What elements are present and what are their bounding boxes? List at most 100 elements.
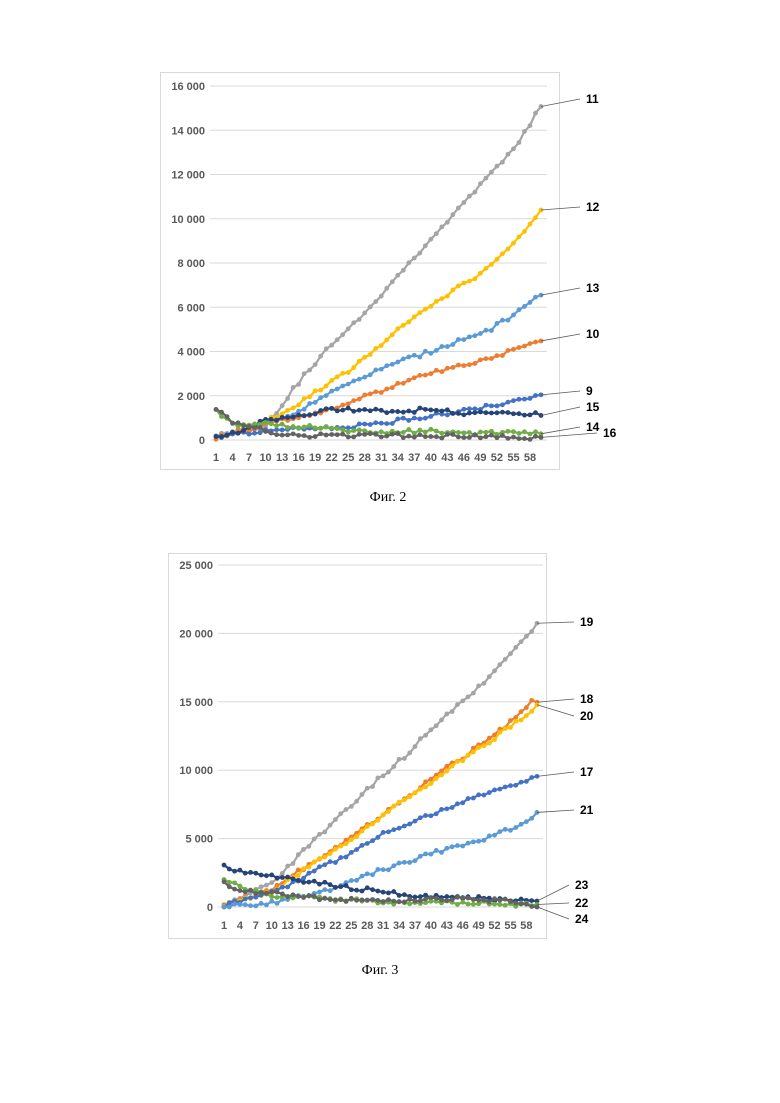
data-point <box>412 375 417 380</box>
data-point <box>222 879 227 884</box>
data-point <box>307 394 312 399</box>
data-point <box>503 785 508 790</box>
data-point <box>346 435 351 440</box>
data-point <box>302 407 307 412</box>
data-point <box>522 129 527 134</box>
x-tick-label: 13 <box>276 452 288 464</box>
data-point <box>335 408 340 413</box>
data-point <box>450 411 455 416</box>
data-point <box>362 311 367 316</box>
data-point <box>379 408 384 413</box>
data-point <box>423 430 428 435</box>
data-point <box>434 776 439 781</box>
data-point <box>328 882 333 887</box>
data-point <box>528 432 533 437</box>
data-point <box>253 871 258 876</box>
data-point <box>529 629 534 634</box>
data-point <box>329 406 334 411</box>
data-point <box>417 428 422 433</box>
x-tick-label: 19 <box>309 452 321 464</box>
data-point <box>349 804 354 809</box>
data-point <box>423 407 428 412</box>
data-point <box>445 220 450 225</box>
data-point <box>434 368 439 373</box>
data-point <box>354 834 359 839</box>
data-point <box>370 872 375 877</box>
data-point <box>434 299 439 304</box>
data-point <box>313 362 318 367</box>
data-point <box>476 745 481 750</box>
data-point <box>487 899 492 904</box>
data-point <box>476 898 481 903</box>
data-point <box>450 897 455 902</box>
data-point <box>439 369 444 374</box>
data-point <box>258 430 263 435</box>
data-point <box>225 414 230 419</box>
data-point <box>349 850 354 855</box>
data-point <box>397 893 402 898</box>
data-point <box>487 833 492 838</box>
data-point <box>340 403 345 408</box>
data-point <box>349 896 354 901</box>
data-point <box>384 434 389 439</box>
x-tick-label: 16 <box>297 920 309 932</box>
data-point <box>467 406 472 411</box>
data-point <box>508 783 513 788</box>
data-point <box>460 698 465 703</box>
data-point <box>253 891 258 896</box>
data-point <box>214 434 219 439</box>
data-point <box>407 860 412 865</box>
data-point <box>338 855 343 860</box>
data-point <box>269 880 274 885</box>
data-point <box>461 412 466 417</box>
series-label-13: 13 <box>586 281 600 295</box>
data-point <box>280 892 285 897</box>
data-point <box>357 428 362 433</box>
data-point <box>318 388 323 393</box>
data-point <box>296 878 301 883</box>
data-point <box>466 694 471 699</box>
data-point <box>478 435 483 440</box>
data-point <box>439 772 444 777</box>
data-point <box>401 323 406 328</box>
data-point <box>428 434 433 439</box>
data-point <box>524 902 529 907</box>
data-point <box>471 750 476 755</box>
data-point <box>338 897 343 902</box>
data-point <box>503 903 508 908</box>
data-point <box>386 897 391 902</box>
leader-line-19 <box>537 622 574 623</box>
data-point <box>247 432 252 437</box>
data-point <box>232 880 237 885</box>
data-point <box>434 429 439 434</box>
data-point <box>285 875 290 880</box>
data-point <box>461 430 466 435</box>
series-label-20: 20 <box>580 709 594 723</box>
data-point <box>406 418 411 423</box>
data-point <box>362 422 367 427</box>
data-point <box>423 784 428 789</box>
data-point <box>529 898 534 903</box>
data-point <box>503 827 508 832</box>
data-point <box>467 194 472 199</box>
data-point <box>495 410 500 415</box>
data-point <box>445 344 450 349</box>
data-point <box>301 876 306 881</box>
data-point <box>508 899 513 904</box>
data-point <box>301 866 306 871</box>
data-point <box>346 326 351 331</box>
x-tick-label: 13 <box>282 920 294 932</box>
data-point <box>384 387 389 392</box>
data-point <box>313 412 318 417</box>
data-point <box>340 408 345 413</box>
data-point <box>517 234 522 239</box>
data-point <box>456 284 461 289</box>
data-point <box>252 425 257 430</box>
data-point <box>269 417 274 422</box>
data-point <box>519 780 524 785</box>
data-point <box>412 435 417 440</box>
data-point <box>351 434 356 439</box>
data-point <box>373 346 378 351</box>
data-point <box>402 824 407 829</box>
data-point <box>533 111 538 116</box>
